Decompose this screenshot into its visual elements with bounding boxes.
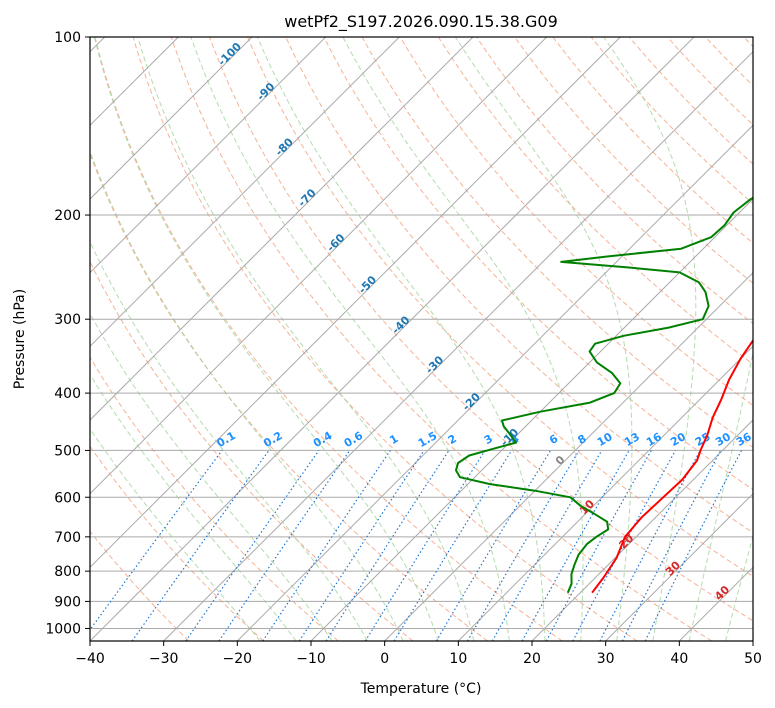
dry-adiabat-line xyxy=(90,152,488,641)
x-tick-label: 30 xyxy=(597,651,615,667)
isotherm-line xyxy=(90,37,621,569)
isotherm-line xyxy=(605,492,753,641)
chart-title: wetPf2_S197.2026.090.15.38.G09 xyxy=(284,12,558,32)
y-tick-label: 700 xyxy=(54,530,81,546)
dry-adiabat-line xyxy=(132,37,638,641)
moist-adiabat-line xyxy=(90,149,404,641)
profile-lines xyxy=(455,196,753,594)
y-tick-label: 1000 xyxy=(45,621,81,637)
y-tick-label: 300 xyxy=(54,312,81,328)
y-tick-label: 500 xyxy=(54,443,81,459)
temperature-profile-line xyxy=(591,338,753,594)
dry-adiabat-line xyxy=(552,37,753,244)
isotherm-line xyxy=(163,50,753,641)
x-tick-label: −30 xyxy=(149,651,179,667)
dry-adiabat-line xyxy=(323,37,753,491)
moist-adiabat-line xyxy=(90,373,297,641)
mixing-ratio-line xyxy=(131,450,270,641)
y-tick-label: 200 xyxy=(54,208,81,224)
dry-adiabat-line xyxy=(476,37,753,325)
x-tick-label: −20 xyxy=(223,651,253,667)
moist-adiabat-line xyxy=(342,37,584,641)
y-axis-title: Pressure (hPa) xyxy=(12,289,28,389)
isotherm-line xyxy=(531,419,753,641)
x-tick-label: 0 xyxy=(380,651,389,667)
moist-adiabat-line xyxy=(90,427,261,641)
mixing-ratio-line xyxy=(325,450,450,641)
dry-adiabat-line xyxy=(247,37,753,577)
y-tick-label: 600 xyxy=(54,490,81,506)
y-axis-ticks: 1000 900 800 700 600 500 400 300 200 100 xyxy=(45,30,90,637)
isotherm-line xyxy=(384,271,753,641)
mixing-ratio-line xyxy=(364,450,486,641)
mixing-ratio-line xyxy=(521,450,630,641)
isotherm-line xyxy=(90,37,474,421)
mixing-ratio-line xyxy=(572,450,677,641)
dry-adiabat-line xyxy=(170,37,712,641)
dry-adiabat-line xyxy=(90,356,339,641)
mixing-ratio-lines xyxy=(90,450,743,641)
dry-adiabat-line xyxy=(209,37,753,622)
dry-adiabat-line xyxy=(399,37,753,407)
mixing-ratio-line xyxy=(466,450,580,641)
moist-adiabats xyxy=(90,37,753,641)
dry-adiabat-line xyxy=(590,37,753,205)
dewpoint-profile-line xyxy=(455,196,753,594)
x-tick-label: 40 xyxy=(670,651,688,667)
mixing-ratio-line xyxy=(491,450,603,641)
y-tick-label: 900 xyxy=(54,594,81,610)
x-tick-label: 20 xyxy=(523,651,541,667)
isotherm-line xyxy=(90,37,400,348)
dry-adiabat-line xyxy=(285,37,753,534)
moist-adiabat-line xyxy=(90,240,369,641)
x-tick-label: 10 xyxy=(449,651,467,667)
isotherm-line xyxy=(236,124,753,641)
mixing-ratio-line xyxy=(435,450,552,641)
mixing-ratio-line xyxy=(218,450,351,641)
isotherm-line xyxy=(457,345,753,641)
dry-adiabat-line xyxy=(90,530,190,641)
isotherms xyxy=(90,37,753,641)
moist-adiabat-line xyxy=(725,534,753,641)
isotherm-line xyxy=(90,37,327,274)
moist-adiabat-line xyxy=(90,312,333,641)
y-tick-label: 400 xyxy=(54,386,81,402)
dry-adiabat-line xyxy=(94,37,563,641)
isotherm-line xyxy=(90,37,548,495)
dry-adiabat-line xyxy=(437,37,753,365)
plot-frame xyxy=(89,36,754,642)
x-tick-label: −40 xyxy=(75,651,105,667)
moist-adiabat-line xyxy=(93,37,439,641)
mixing-ratio-line xyxy=(393,450,513,641)
mixing-ratio-line xyxy=(545,450,652,641)
x-axis-title: Temperature (°C) xyxy=(360,681,482,697)
moist-adiabat-line xyxy=(190,37,510,641)
isotherm-line xyxy=(90,37,253,200)
isotherm-line xyxy=(752,640,753,641)
mixing-ratio-line xyxy=(90,450,223,631)
y-tick-label: 100 xyxy=(54,30,81,46)
moist-adiabat-line xyxy=(256,37,546,641)
moist-adiabat-line xyxy=(688,350,753,641)
y-tick-label: 800 xyxy=(54,564,81,580)
x-tick-label: −10 xyxy=(296,651,326,667)
x-tick-label: 50 xyxy=(744,651,762,667)
moist-adiabat-line xyxy=(137,37,475,641)
x-axis-ticks: −40 −30 −20 −10 0 10 20 30 40 50 xyxy=(75,641,762,667)
isotherm-line xyxy=(90,37,695,641)
plot-background xyxy=(90,37,753,641)
mixing-ratio-label: 36 xyxy=(734,430,754,449)
isobars xyxy=(90,37,753,629)
